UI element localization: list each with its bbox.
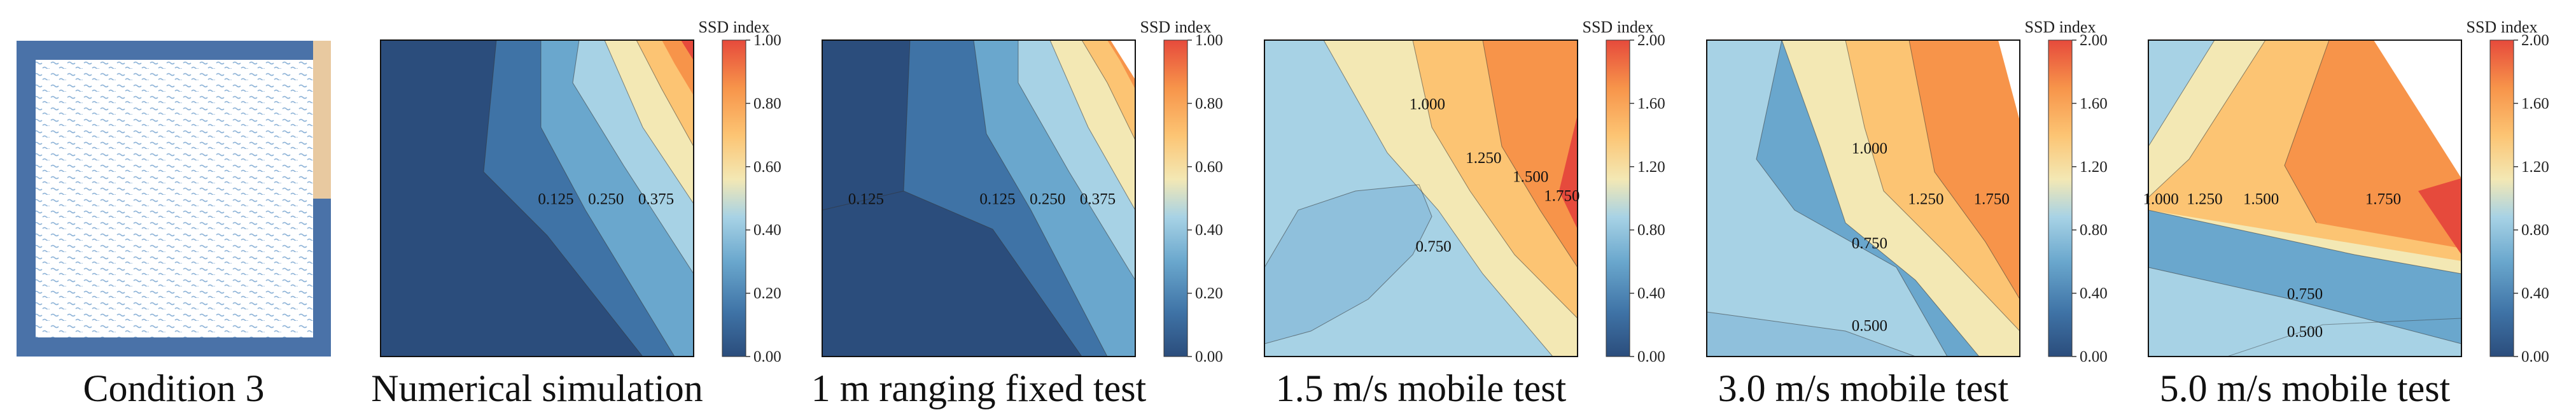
colorbar-tick-label: 2.00: [2080, 32, 2108, 49]
colorbar-gradient: [722, 39, 746, 357]
colorbar-tick-label: 0.80: [1637, 222, 1665, 239]
colorbar-tick-label: 0.20: [1195, 285, 1223, 302]
colorbar-tick-label: 1.20: [2521, 159, 2549, 176]
contour-labels: 0.125 0.125 0.250 0.375: [848, 191, 1116, 208]
panel-caption-mobile-3-0: 3.0 m/s mobile test: [1718, 367, 2009, 409]
colorbar-tick-label: 1.60: [2080, 95, 2108, 112]
condition-caption: Condition 3: [83, 367, 264, 409]
heatmap-field: [822, 40, 1135, 357]
colorbar-title: SSD index: [2025, 18, 2096, 36]
colorbar-tick-label: 0.80: [1195, 95, 1223, 112]
panel-caption-mobile-5-0: 5.0 m/s mobile test: [2160, 367, 2451, 409]
colorbar-tick-label: 0.00: [1637, 348, 1665, 365]
contour-label: 1.000: [1410, 95, 1445, 113]
colorbar-tick-label: 0.60: [753, 159, 781, 176]
colorbar-tick-label: 2.00: [2521, 32, 2549, 49]
colorbar-tick-label: 1.20: [1637, 159, 1665, 176]
colorbar-fixed-test: SSD index 0.00 0.20 0.40 0.60 0.80 1.00: [1140, 18, 1223, 365]
contour-label: 1.750: [1544, 188, 1579, 205]
panel-caption-numerical-simulation: Numerical simulation: [371, 367, 703, 409]
panel-numerical-simulation: 0.125 0.250 0.375: [380, 39, 694, 357]
contour-label: 0.125: [848, 191, 884, 208]
colorbar-mobile-1-5: SSD index 0.00 0.40 0.80 1.20 1.60 2.00: [1583, 18, 1665, 365]
colorbar-mobile-3-0: SSD index 0.00 0.40 0.80 1.20 1.60 2.00: [2025, 18, 2108, 365]
contour-label: 1.500: [1513, 169, 1548, 186]
colorbar-title: SSD index: [2467, 18, 2538, 36]
contour-label: 0.375: [1080, 191, 1116, 208]
heatmap-field: [2148, 40, 2461, 357]
colorbar-tick-label: 1.60: [1637, 95, 1665, 112]
colorbar-tick-label: 0.80: [753, 95, 781, 112]
colorbar-title: SSD index: [1140, 18, 1212, 36]
contour-labels: 1.000 1.250 1.750 0.750 0.500: [1852, 140, 2010, 334]
contour-label: 1.750: [2365, 191, 2401, 208]
colorbar-tick-label: 0.40: [1637, 285, 1665, 302]
contour-label: 0.750: [1416, 238, 1452, 255]
contour-label: 1.250: [1908, 191, 1943, 208]
panel-captions: Numerical simulation 1 m ranging fixed te…: [371, 367, 2450, 409]
tank-wave-pattern: [36, 60, 313, 337]
colorbar-numerical-simulation: SSD index 0.00 0.20 0.40 0.60 0.80 1.00: [699, 18, 781, 365]
contour-label: 0.500: [2287, 323, 2323, 341]
colorbar-tick-label: 2.00: [1637, 32, 1665, 49]
contour-label: 1.000: [2143, 191, 2179, 208]
panel-caption-fixed-test: 1 m ranging fixed test: [811, 367, 1147, 409]
panel-mobile-1-5: 1.000 1.250 1.500 1.750 0.750: [1264, 39, 1580, 357]
colorbar-tick-label: 0.00: [2521, 348, 2549, 365]
colorbar-tick-label: 1.00: [753, 32, 781, 49]
colorbar-tick-label: 0.00: [753, 348, 781, 365]
contour-label: 1.250: [1466, 150, 1501, 167]
contour-label: 0.125: [538, 191, 573, 208]
colorbar-tick-label: 1.00: [1195, 32, 1223, 49]
heatmap-field: [1707, 40, 2020, 357]
colorbar-gradient: [2048, 39, 2073, 357]
colorbar-tick-label: 0.80: [2521, 222, 2549, 239]
colorbar-tick-label: 0.40: [2521, 285, 2549, 302]
contour-labels: 0.125 0.250 0.375: [538, 191, 674, 208]
colorbar-title: SSD index: [1583, 18, 1654, 36]
contour-label: 0.500: [1852, 317, 1887, 334]
panel-mobile-5-0: 1.000 1.250 1.500 1.750 0.750 0.500: [2143, 39, 2462, 357]
colorbar-tick-label: 0.60: [1195, 159, 1223, 176]
colorbar-gradient: [2489, 39, 2514, 357]
colorbar-tick-label: 0.00: [1195, 348, 1223, 365]
contour-label: 1.500: [2243, 191, 2279, 208]
colorbar-tick-label: 0.80: [2080, 222, 2108, 239]
contour-label: 0.750: [1852, 235, 1887, 252]
contour-label: 1.000: [1852, 140, 1887, 157]
colorbar-tick-label: 1.20: [2080, 159, 2108, 176]
contour-label: 0.375: [638, 191, 674, 208]
inlet-opening: [313, 41, 331, 199]
heatmap-field: [1264, 40, 1578, 357]
colorbar-tick-label: 0.00: [2080, 348, 2108, 365]
contour-label: 0.750: [2287, 286, 2323, 303]
colorbar-tick-label: 0.20: [753, 285, 781, 302]
contour-labels: 1.000 1.250 1.500 1.750 0.750: [1410, 95, 1580, 255]
heatmap-field: [381, 40, 694, 357]
contour-label: 0.250: [1030, 191, 1065, 208]
contour-label: 1.250: [2187, 191, 2222, 208]
colorbar-gradient: [1163, 39, 1188, 357]
colorbar-mobile-5-0: SSD index 0.00 0.40 0.80 1.20 1.60 2.00: [2467, 18, 2549, 365]
contour-label: 0.250: [588, 191, 624, 208]
contour-label: 1.750: [1974, 191, 2010, 208]
condition-schematic: [17, 41, 331, 357]
colorbar-title: SSD index: [699, 18, 770, 36]
colorbar-gradient: [1606, 39, 1630, 357]
colorbar-tick-label: 0.40: [1195, 222, 1223, 239]
contour-label: 0.125: [979, 191, 1015, 208]
panel-caption-mobile-1-5: 1.5 m/s mobile test: [1276, 367, 1567, 409]
contour-labels: 1.000 1.250 1.500 1.750 0.750 0.500: [2143, 191, 2402, 341]
panel-mobile-3-0: 1.000 1.250 1.750 0.750 0.500: [1706, 39, 2020, 357]
colorbar-tick-label: 0.40: [753, 222, 781, 239]
colorbar-tick-label: 0.40: [2080, 285, 2108, 302]
panel-fixed-test: 0.125 0.125 0.250 0.375: [822, 39, 1136, 357]
colorbar-tick-label: 1.60: [2521, 95, 2549, 112]
